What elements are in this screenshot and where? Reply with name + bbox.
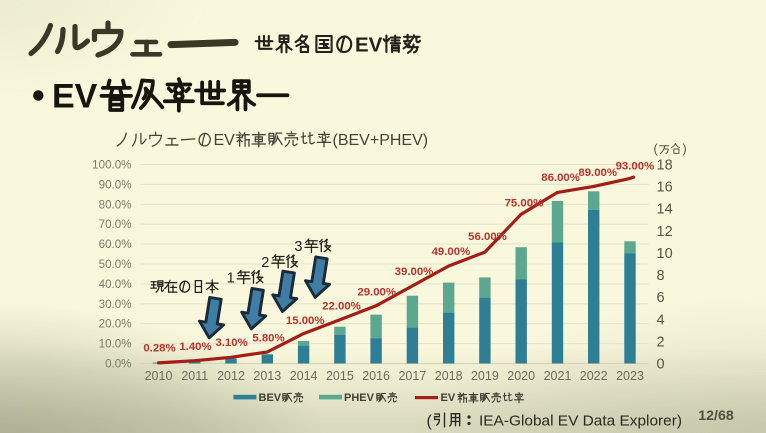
svg-text:16: 16 [657,180,673,196]
svg-text:93.00%: 93.00% [616,160,655,172]
svg-text:EV: EV [441,392,456,404]
svg-text:(: ( [427,413,433,430]
svg-text:2010: 2010 [145,369,173,383]
svg-text:2015: 2015 [326,369,354,383]
svg-text:90.0%: 90.0% [99,178,132,191]
svg-text:IEA-Global EV Data Explorer): IEA-Global EV Data Explorer) [479,413,682,430]
svg-text:75.00%: 75.00% [505,197,544,209]
svg-text:1.40%: 1.40% [179,341,211,353]
svg-text:2016: 2016 [362,369,390,383]
svg-text:3.10%: 3.10% [215,337,247,349]
svg-text:10: 10 [657,246,673,262]
svg-text:60.0%: 60.0% [99,238,132,251]
svg-text:(: ( [654,142,659,156]
svg-text:(BEV+PHEV): (BEV+PHEV) [333,132,429,149]
svg-text:0.0%: 0.0% [105,358,131,371]
svg-text:22.00%: 22.00% [322,301,361,313]
svg-text:18: 18 [657,158,673,174]
svg-text:EV: EV [52,78,98,116]
svg-text:20.0%: 20.0% [99,318,132,331]
svg-text:2: 2 [657,334,665,350]
svg-text:49.00%: 49.00% [432,246,471,258]
svg-text:EV: EV [214,132,236,149]
svg-text:BEV: BEV [259,392,282,404]
svg-text:15.00%: 15.00% [286,315,325,327]
svg-text:5.80%: 5.80% [252,333,284,345]
svg-text:2012: 2012 [217,369,245,383]
svg-text:70.0%: 70.0% [99,218,132,231]
svg-text:2011: 2011 [181,369,208,383]
svg-text:4: 4 [657,312,665,328]
svg-text:2013: 2013 [253,369,281,383]
svg-text:8: 8 [657,268,665,284]
svg-text:56.00%: 56.00% [468,231,507,243]
svg-text:): ) [683,142,687,156]
svg-text:29.00%: 29.00% [357,287,396,299]
svg-text:2019: 2019 [471,369,499,383]
svg-text:0.28%: 0.28% [143,343,175,355]
svg-text:12/68: 12/68 [698,408,734,424]
svg-text:2021: 2021 [544,369,572,383]
svg-text:EV: EV [355,34,383,57]
svg-text:3: 3 [294,239,302,255]
svg-text:PHEV: PHEV [344,392,375,404]
svg-text:12: 12 [657,224,673,240]
svg-text:80.0%: 80.0% [99,198,132,211]
svg-text:10.0%: 10.0% [99,338,132,351]
svg-text:40.0%: 40.0% [99,278,132,291]
svg-text:30.0%: 30.0% [99,298,132,311]
svg-text:2017: 2017 [398,369,426,383]
svg-text:6: 6 [657,290,665,306]
svg-text:100.0%: 100.0% [92,159,131,172]
svg-text:0: 0 [657,357,665,373]
svg-text:50.0%: 50.0% [99,258,132,271]
svg-text:2022: 2022 [580,369,608,383]
svg-text:2023: 2023 [616,369,644,383]
svg-text:14: 14 [657,202,673,218]
svg-text:86.00%: 86.00% [541,172,580,184]
svg-text:89.00%: 89.00% [578,167,617,179]
svg-text:1: 1 [227,270,235,286]
svg-text:2018: 2018 [435,369,463,383]
svg-text:39.00%: 39.00% [395,266,434,278]
svg-text:2020: 2020 [507,369,535,383]
svg-text:2: 2 [261,255,269,271]
svg-text:2014: 2014 [290,369,318,383]
